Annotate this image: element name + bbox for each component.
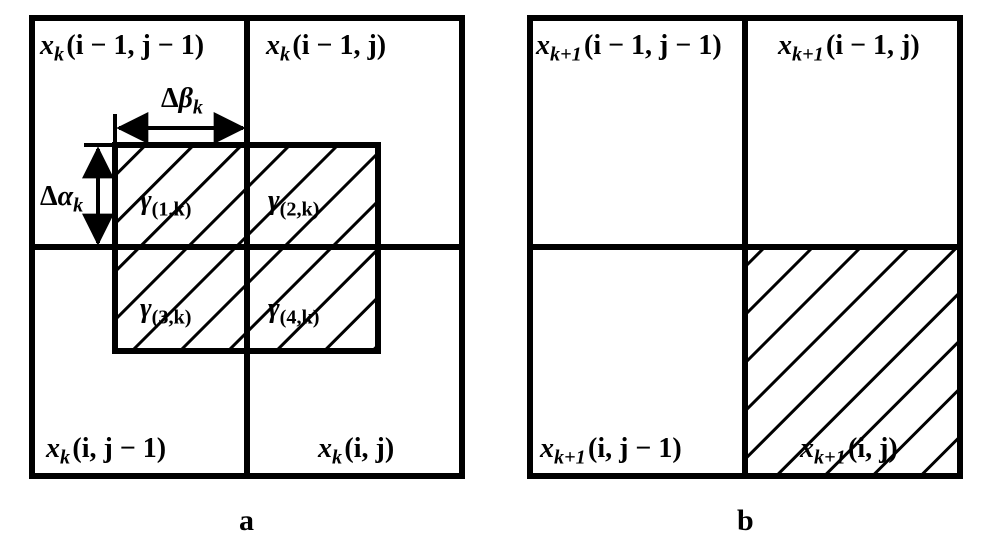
panel-a-gamma-4: γ(4,k) — [268, 293, 319, 330]
panel-b — [530, 18, 960, 476]
panel-b-label-bottom-right: xk+1 (i, j) — [800, 433, 898, 470]
panel-a-label-top-left: xk (i − 1, j − 1) — [40, 30, 204, 67]
panel-a-label-bottom-left: xk (i, j − 1) — [46, 433, 166, 470]
dimension-beta-label: Δβk — [161, 83, 203, 120]
panel-a-label-top-right: xk (i − 1, j) — [266, 30, 386, 67]
panel-b-label-top-left: xk+1 (i − 1, j − 1) — [536, 30, 722, 67]
panel-b-caption: b — [737, 504, 754, 538]
panel-a-gamma-1: γ(1,k) — [140, 185, 191, 222]
panel-b-label-bottom-left: xk+1 (i, j − 1) — [540, 433, 682, 470]
panel-a — [32, 18, 462, 476]
panel-a-caption: a — [239, 504, 254, 538]
panel-a-gamma-2: γ(2,k) — [268, 185, 319, 222]
dimension-alpha — [84, 145, 115, 247]
figure-root: { "canvas": { "width": 1000, "height": 5… — [0, 0, 1000, 547]
panel-a-label-bottom-right: xk (i, j) — [318, 433, 394, 470]
panel-a-gamma-3: γ(3,k) — [140, 293, 191, 330]
dimension-alpha-label: Δαk — [40, 181, 83, 218]
panel-b-label-top-right: xk+1 (i − 1, j) — [778, 30, 920, 67]
